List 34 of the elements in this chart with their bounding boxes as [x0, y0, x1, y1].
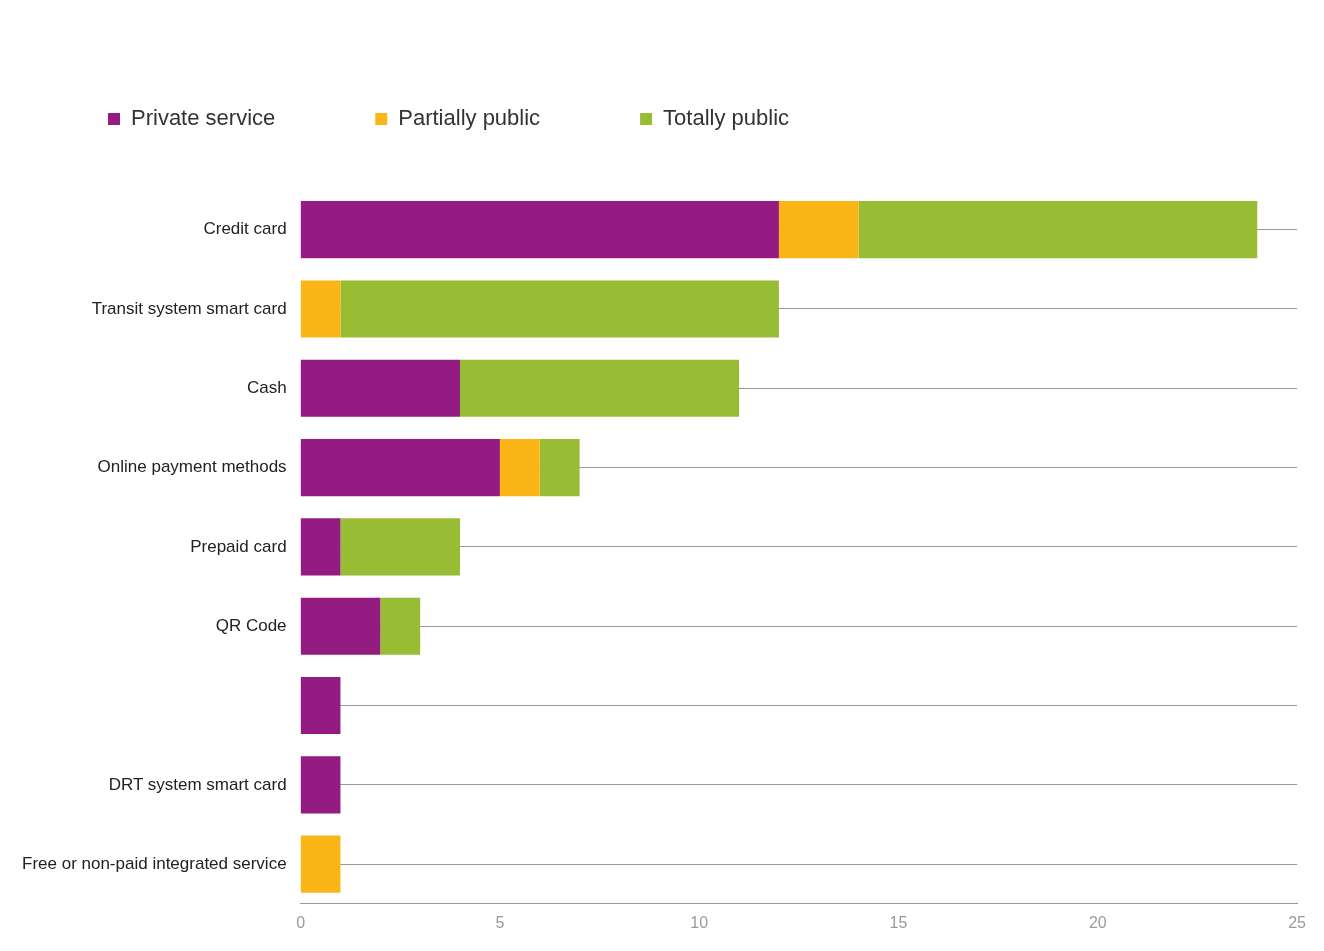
bar	[300, 756, 341, 814]
x-tick-label: 5	[495, 913, 505, 931]
y-tick-label: Credit card	[203, 219, 287, 239]
bar	[300, 201, 779, 259]
x-tick-label: 15	[889, 913, 908, 931]
bar	[858, 201, 1258, 259]
x-tick-label: 25	[1288, 913, 1307, 931]
bar	[499, 439, 540, 497]
bar	[300, 597, 381, 655]
y-tick-label: QR Code	[215, 615, 287, 635]
bar	[340, 518, 461, 576]
y-tick-label: Transit system smart card	[91, 298, 287, 318]
bar	[300, 359, 461, 417]
x-tick-label: 10	[690, 913, 709, 931]
x-tick-label: 20	[1088, 913, 1107, 931]
bar	[340, 280, 779, 338]
y-tick-label: DRT system smart card	[108, 774, 287, 794]
bar	[300, 280, 341, 338]
bar	[300, 439, 500, 497]
bar	[380, 597, 421, 655]
legend-label: Totally public	[663, 105, 790, 131]
bar	[778, 201, 859, 259]
bar	[460, 359, 740, 417]
y-tick-label: Prepaid card	[190, 536, 287, 556]
legend-label: Private service	[131, 105, 276, 131]
y-tick-label: Cash	[246, 377, 287, 397]
bar	[539, 439, 580, 497]
y-tick-label: Free or non-paid integrated service	[21, 853, 287, 873]
bar	[300, 835, 341, 893]
y-tick-label: Online payment methods	[97, 457, 287, 477]
bar	[300, 518, 341, 576]
bar	[300, 676, 341, 735]
x-tick-label: 0	[296, 913, 306, 931]
legend-label: Partially public	[398, 105, 541, 131]
